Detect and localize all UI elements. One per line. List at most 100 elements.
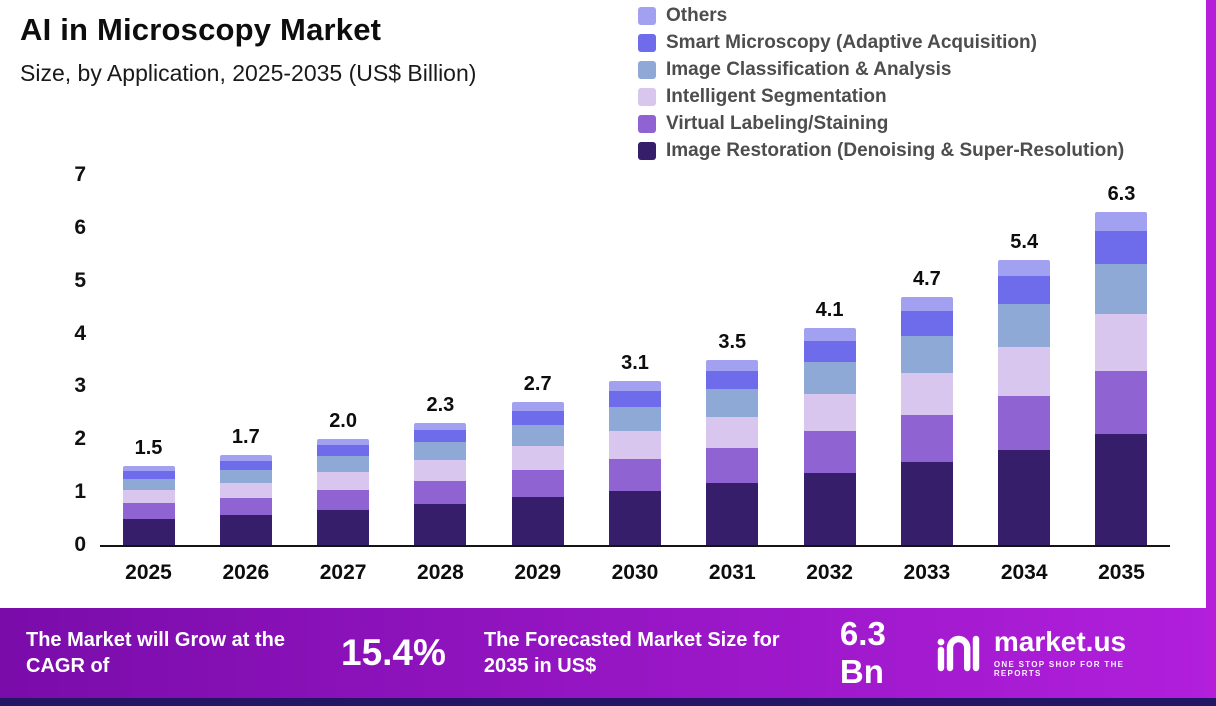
y-axis: 0 1 2 3 4 5 6 7 bbox=[28, 163, 86, 556]
bar-segment bbox=[219, 455, 272, 461]
legend-label: Smart Microscopy (Adaptive Acquisition) bbox=[666, 32, 1037, 53]
bar-segment bbox=[317, 509, 370, 545]
x-labels: 2025 2026 2027 2028 2029 2030 2031 2032 2033 2034… bbox=[100, 561, 1170, 585]
legend-label: Image Classification & Analysis bbox=[666, 59, 952, 80]
bar-segment bbox=[122, 478, 175, 491]
bars: 1.5 1.7 2.0 2.3 2.7 3.1 3.5 4.1 4.7 5.4 6.3 bbox=[100, 175, 1170, 545]
bar-segment bbox=[803, 394, 856, 432]
bar-total-label: 1.7 bbox=[231, 426, 260, 449]
legend-item-image-restoration: Image Restoration (Denoising & Super-Res… bbox=[638, 140, 1124, 162]
bar-segment bbox=[511, 446, 564, 471]
bar-segment bbox=[219, 469, 272, 483]
bar-segment bbox=[219, 498, 272, 515]
bar-column-2031: 3.5 bbox=[684, 175, 781, 545]
legend-swatch-image-classification bbox=[638, 61, 656, 79]
page-subtitle: Size, by Application, 2025-2035 (US$ Bil… bbox=[20, 60, 477, 86]
bar-segment bbox=[317, 471, 370, 490]
y-tick: 2 bbox=[74, 427, 86, 451]
bar-segment bbox=[900, 462, 953, 545]
y-tick: 1 bbox=[74, 480, 86, 504]
bar-segment bbox=[900, 335, 953, 373]
bar-segment bbox=[122, 470, 175, 479]
bar-segment bbox=[706, 360, 759, 371]
bar-segment bbox=[219, 460, 272, 470]
legend-swatch-image-restoration bbox=[638, 142, 656, 160]
bar-segment bbox=[998, 304, 1051, 347]
bar-segment bbox=[1095, 264, 1148, 315]
bar-segment bbox=[511, 402, 564, 411]
bar-segment bbox=[706, 370, 759, 390]
bar-segment bbox=[998, 449, 1051, 545]
bar-segment bbox=[1095, 314, 1148, 371]
y-tick: 7 bbox=[74, 163, 86, 186]
bar-segment bbox=[122, 490, 175, 504]
logo-text: market.us bbox=[993, 626, 1127, 657]
bar-column-2028: 2.3 bbox=[392, 175, 489, 545]
bar-segment bbox=[414, 442, 467, 461]
bar-total-label: 5.4 bbox=[1010, 230, 1039, 253]
bar-segment bbox=[998, 346, 1051, 396]
bar-segment bbox=[998, 275, 1051, 305]
bar-segment bbox=[1095, 434, 1148, 545]
y-tick: 0 bbox=[74, 533, 86, 556]
bar-column-2026: 1.7 bbox=[197, 175, 294, 545]
bar-segment bbox=[608, 381, 661, 391]
legend-item-others: Others bbox=[638, 5, 1124, 27]
bar-segment bbox=[219, 482, 272, 499]
bar-segment bbox=[122, 465, 175, 471]
x-axis-label: 2034 bbox=[1000, 561, 1048, 584]
bar-column-2030: 3.1 bbox=[586, 175, 683, 545]
bar-segment bbox=[706, 483, 759, 545]
bar-segment bbox=[900, 310, 953, 336]
bar-column-2035: 6.3 bbox=[1073, 175, 1170, 545]
bar-segment bbox=[706, 447, 759, 484]
bar-segment bbox=[511, 497, 564, 545]
bar-total-label: 2.3 bbox=[426, 394, 455, 417]
bar-segment bbox=[414, 430, 467, 443]
cagr-value: 15.4% bbox=[341, 632, 446, 673]
bar-segment bbox=[900, 296, 953, 311]
x-axis-label: 2030 bbox=[611, 561, 659, 584]
right-border-strip bbox=[1206, 0, 1216, 706]
bar-total-label: 3.5 bbox=[718, 331, 747, 354]
bar-total-label: 2.7 bbox=[523, 373, 552, 396]
legend-label: Others bbox=[666, 5, 728, 26]
bar-segment bbox=[414, 481, 467, 505]
legend-swatch-smart-microscopy bbox=[638, 34, 656, 52]
bar-total-label: 2.0 bbox=[329, 410, 357, 433]
bar-segment bbox=[803, 362, 856, 395]
bar-segment bbox=[317, 439, 370, 446]
bar-column-2029: 2.7 bbox=[489, 175, 586, 545]
bottom-banner: The Market will Grow at the CAGR of 15.4… bbox=[0, 608, 1216, 698]
y-tick: 5 bbox=[74, 268, 86, 292]
x-axis-label: 2028 bbox=[417, 561, 464, 584]
bar-total-label: 3.1 bbox=[621, 352, 649, 375]
legend-item-virtual-labeling: Virtual Labeling/Staining bbox=[638, 113, 1124, 135]
bar-segment bbox=[511, 470, 564, 498]
bar-segment bbox=[803, 472, 856, 545]
bar-segment bbox=[414, 504, 467, 545]
y-tick: 4 bbox=[74, 321, 86, 345]
chart-legend: Others Smart Microscopy (Adaptive Acquis… bbox=[638, 5, 1124, 167]
bar-segment bbox=[317, 455, 370, 472]
bar-segment bbox=[803, 328, 856, 341]
legend-label: Image Restoration (Denoising & Super-Res… bbox=[666, 140, 1125, 161]
bar-column-2027: 2.0 bbox=[295, 175, 392, 545]
bar-segment bbox=[608, 431, 661, 460]
y-tick: 3 bbox=[74, 374, 86, 398]
x-axis-label: 2032 bbox=[806, 561, 853, 584]
bottom-border-strip bbox=[0, 698, 1216, 706]
bar-segment bbox=[900, 415, 953, 462]
legend-item-image-classification: Image Classification & Analysis bbox=[638, 59, 1124, 81]
legend-swatch-virtual-labeling bbox=[638, 115, 656, 133]
bar-segment bbox=[511, 425, 564, 447]
bar-segment bbox=[998, 259, 1051, 276]
marketus-logo-icon bbox=[936, 630, 984, 677]
bar-total-label: 1.5 bbox=[134, 436, 163, 459]
x-axis-label: 2029 bbox=[514, 561, 562, 584]
bar-segment bbox=[608, 459, 661, 491]
plot-area: 0 1 2 3 4 5 6 7 1.5 1.7 2.0 2.3 2.7 3.1 3.5 4.1 4.7 5.4 6… bbox=[74, 163, 1170, 556]
bar-segment bbox=[317, 445, 370, 456]
marketus-logo: market.us ONE STOP SHOP FOR THE REPORTS bbox=[936, 628, 1168, 678]
